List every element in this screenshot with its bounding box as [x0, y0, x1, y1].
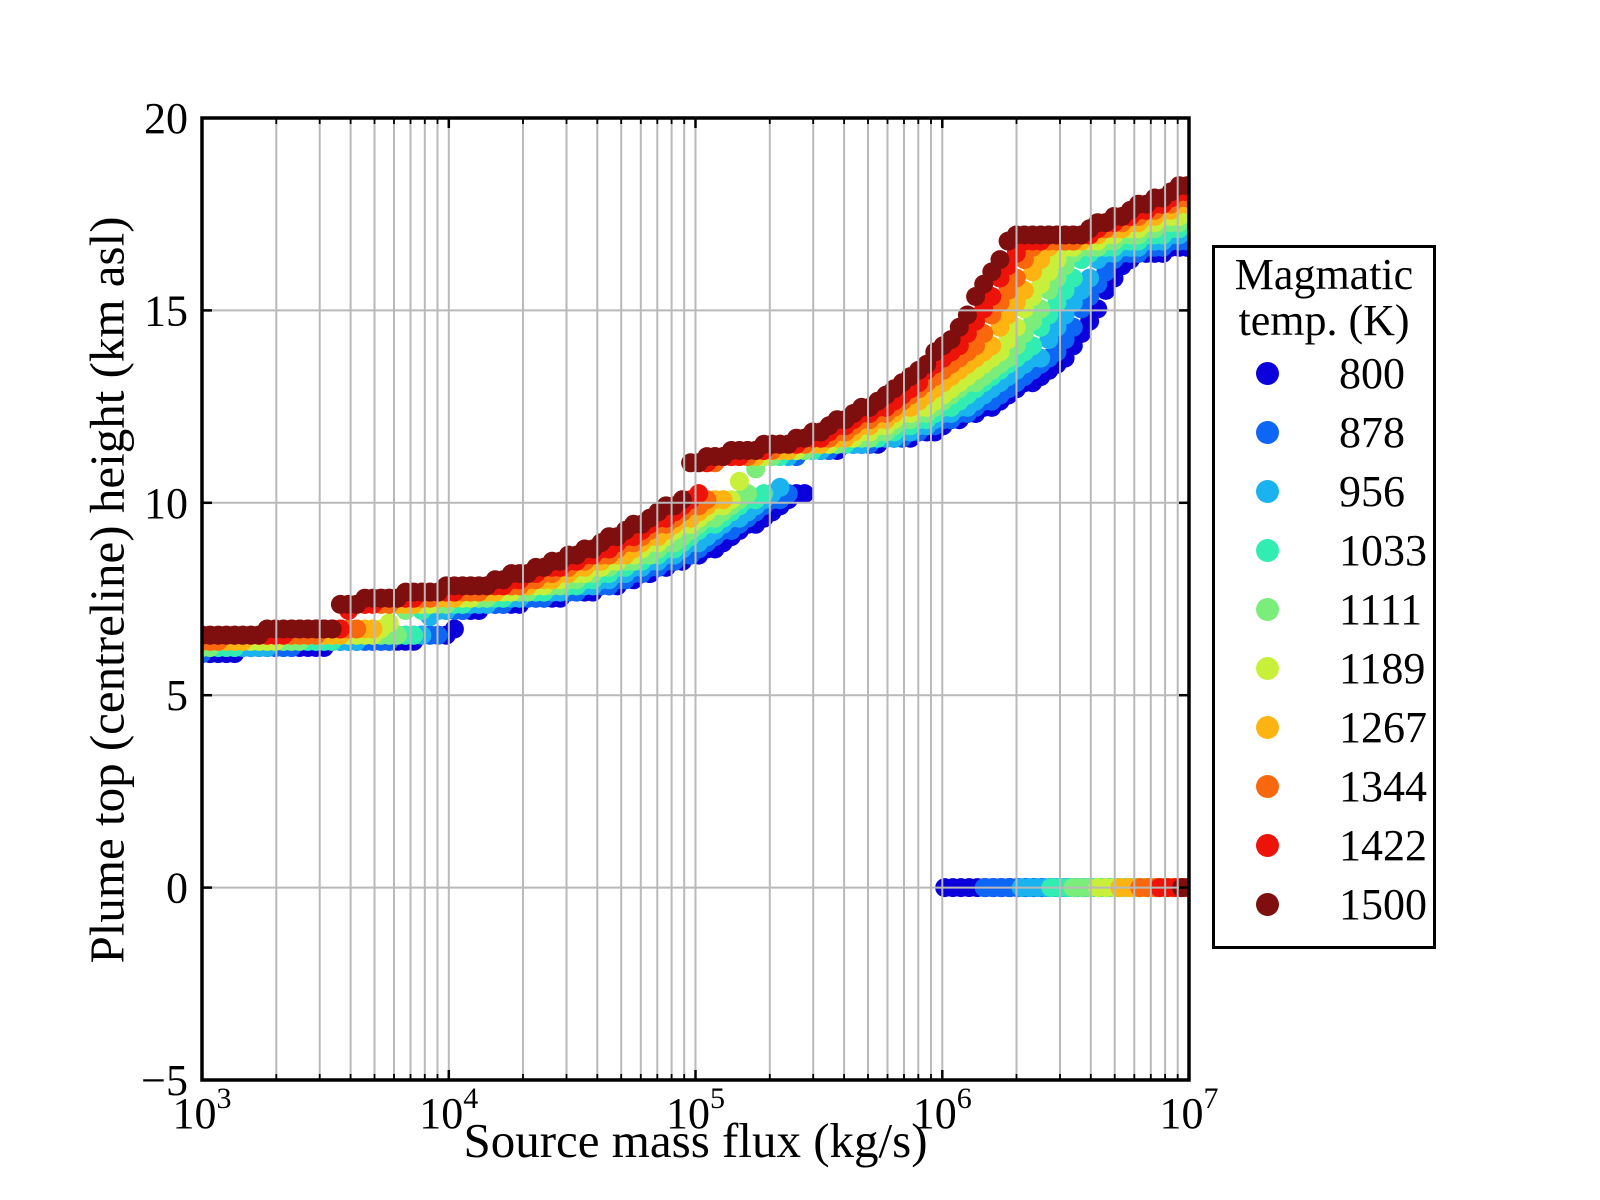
- y-tick-label: 0: [166, 864, 188, 913]
- legend-item-label: 1500: [1339, 880, 1427, 930]
- legend-item-label: 1344: [1339, 762, 1427, 812]
- legend-item-label: 1422: [1339, 821, 1427, 871]
- legend-item: 1267: [1215, 698, 1433, 757]
- legend-items: 800 878 956 1033 1111 1189 1267 1344 1422 1500: [1215, 344, 1433, 934]
- legend-swatch-icon: [1256, 893, 1279, 917]
- legend-title-line-2: temp. (K): [1238, 296, 1410, 346]
- legend-item-label: 878: [1339, 408, 1405, 458]
- legend-item: 1500: [1215, 875, 1433, 934]
- legend-swatch-icon: [1256, 539, 1279, 563]
- legend-title-line-1: Magmatic: [1234, 250, 1414, 299]
- legend-item: 1422: [1215, 816, 1433, 875]
- legend-title: Magmatic temp. (K): [1215, 250, 1433, 346]
- legend-swatch-icon: [1256, 421, 1279, 445]
- legend-item: 1344: [1215, 757, 1433, 816]
- y-tick-label: 20: [144, 94, 188, 143]
- legend-item: 878: [1215, 403, 1433, 462]
- y-tick-label: 15: [144, 286, 188, 335]
- legend-swatch-icon: [1256, 716, 1279, 740]
- legend-item: 1033: [1215, 521, 1433, 580]
- legend-item: 956: [1215, 462, 1433, 521]
- legend-item-label: 1189: [1339, 644, 1426, 694]
- legend-item-label: 1267: [1339, 703, 1427, 753]
- legend-swatch-icon: [1256, 834, 1279, 858]
- y-tick-label: 10: [144, 479, 188, 528]
- legend-item-label: 800: [1339, 349, 1405, 399]
- y-axis-title: Plume top (centreline) height (km asl): [79, 216, 135, 964]
- x-axis-title: Source mass flux (kg/s): [463, 1113, 928, 1168]
- axes-frame: [200, 116, 1191, 1082]
- legend-item-label: 1033: [1339, 526, 1427, 576]
- y-tick-label: −5: [141, 1056, 188, 1105]
- legend-swatch-icon: [1256, 657, 1279, 681]
- legend-item: 1111: [1215, 580, 1433, 639]
- y-tick-label: 5: [166, 671, 188, 720]
- legend-item: 1189: [1215, 639, 1433, 698]
- legend-swatch-icon: [1256, 598, 1279, 622]
- legend-swatch-icon: [1256, 362, 1279, 386]
- legend-item-label: 956: [1339, 467, 1405, 517]
- gridlines: [202, 118, 1189, 1080]
- legend-item-label: 1111: [1339, 585, 1423, 635]
- legend-item: 800: [1215, 344, 1433, 403]
- legend-swatch-icon: [1256, 775, 1279, 799]
- legend-swatch-icon: [1256, 480, 1279, 504]
- legend: Magmatic temp. (K) 800 878 956 1033 1111 1189…: [1212, 245, 1436, 949]
